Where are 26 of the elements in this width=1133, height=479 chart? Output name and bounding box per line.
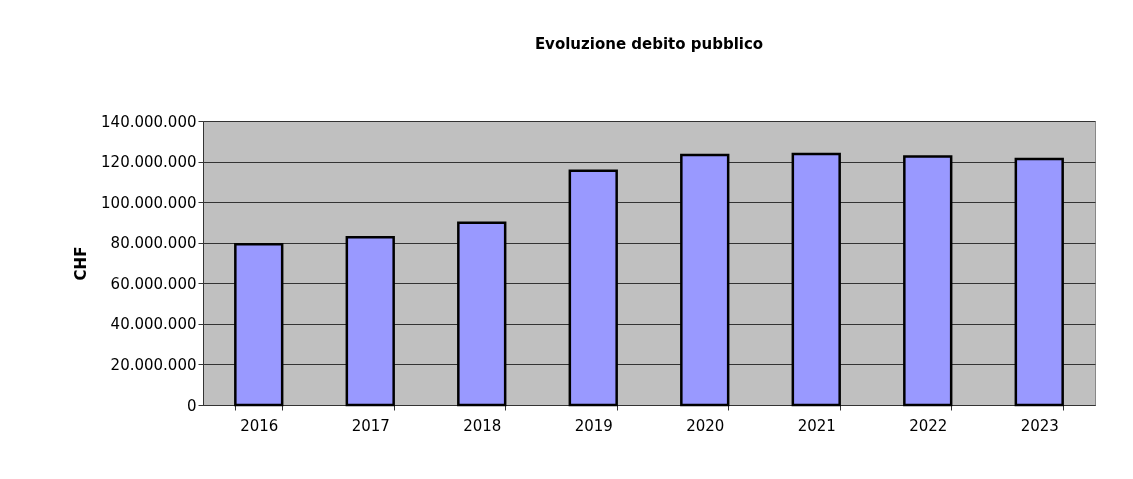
y-axis-title: CHF (72, 246, 91, 281)
y-tick-label: 140.000.000 (101, 112, 197, 131)
y-tick-label: 40.000.000 (110, 315, 197, 334)
y-tick-label: 120.000.000 (101, 153, 197, 172)
x-tick-label: 2016 (240, 416, 279, 435)
x-tick-label: 2022 (909, 416, 948, 435)
y-tick-label: 100.000.000 (101, 193, 197, 212)
bar (1014, 157, 1064, 407)
bar (234, 243, 284, 407)
x-tick-label: 2020 (686, 416, 725, 435)
bar (457, 221, 507, 407)
x-tick-label: 2019 (574, 416, 613, 435)
bar (903, 155, 953, 407)
y-tick-label: 60.000.000 (110, 274, 197, 293)
x-tick-label: 2021 (797, 416, 836, 435)
bar (568, 169, 618, 407)
bar (791, 152, 841, 407)
x-tick-label: 2017 (351, 416, 390, 435)
x-tick-label: 2018 (463, 416, 502, 435)
y-tick-label: 0 (186, 396, 197, 415)
y-tick-label: 20.000.000 (110, 355, 197, 374)
y-tick-label: 80.000.000 (110, 234, 197, 253)
chart-title: Evoluzione debito pubblico (534, 35, 764, 53)
bar (345, 235, 395, 407)
x-tick-label: 2023 (1020, 416, 1059, 435)
bar (680, 153, 730, 407)
